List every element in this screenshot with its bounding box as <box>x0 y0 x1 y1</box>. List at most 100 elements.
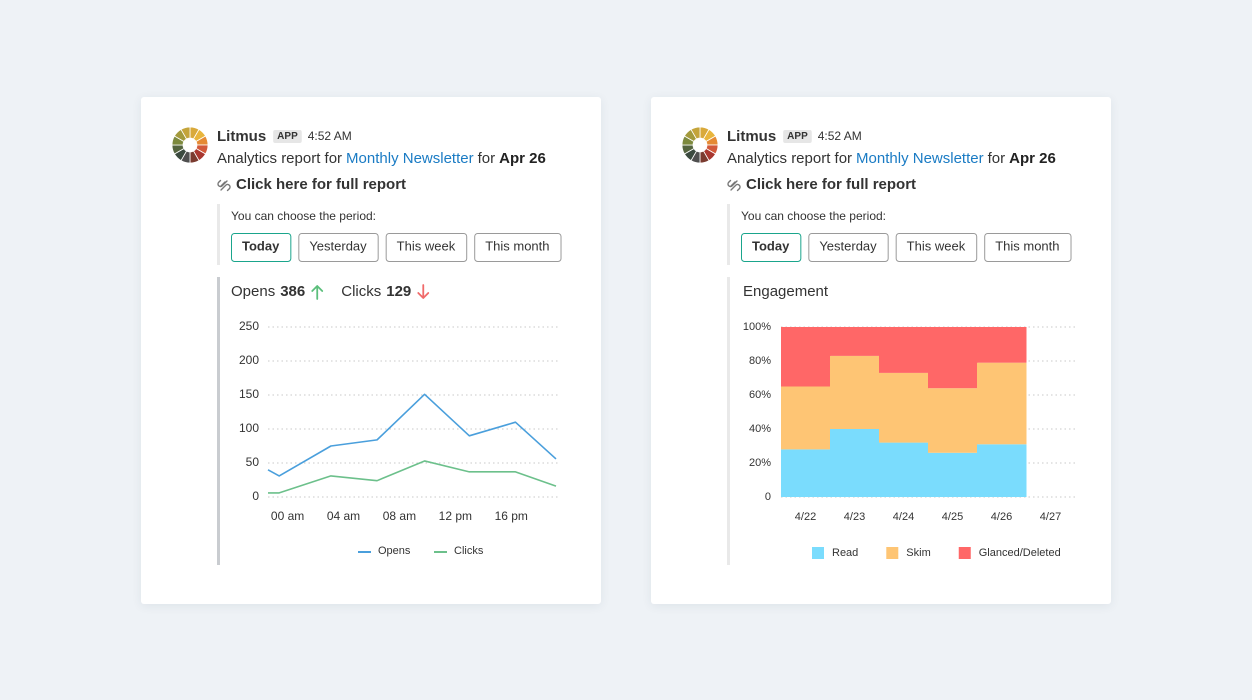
message-part: for <box>478 150 496 167</box>
legend-label: Read <box>832 547 858 559</box>
message-part: Apr 26 <box>499 150 546 167</box>
y-tick-label: 0 <box>252 489 259 503</box>
stacked-segment <box>879 327 929 373</box>
period-button[interactable]: This week <box>895 233 978 262</box>
stacked-segment <box>928 388 978 453</box>
stat-label: Clicks <box>341 283 381 300</box>
app-badge-text: APP <box>277 131 298 142</box>
period-button-box <box>474 233 562 262</box>
x-tick-label: 12 pm <box>439 509 472 523</box>
app-badge <box>273 130 302 143</box>
period-button[interactable]: Yesterday <box>298 233 379 262</box>
y-tick-label: 80% <box>749 355 771 367</box>
series-line <box>267 393 557 477</box>
stacked-segment <box>830 429 880 497</box>
trend-arrow <box>417 284 430 299</box>
period-button[interactable]: Today <box>741 233 802 262</box>
message-card: Litmus APP 4:52 AM Analytics report for Mont… <box>141 97 601 604</box>
card-canvas: Litmus APP 4:52 AM Analytics report for Mont… <box>171 126 562 565</box>
legend-swatch <box>958 547 971 559</box>
app-name: Litmus <box>727 128 776 145</box>
period-button-label: This month <box>485 238 549 253</box>
y-tick-label: 0 <box>765 491 771 503</box>
x-tick-label: 16 pm <box>495 509 528 523</box>
timestamp: 4:52 AM <box>308 129 352 143</box>
quote-bar <box>217 277 220 565</box>
app-badge <box>783 130 812 143</box>
stat-value: 386 <box>280 283 305 300</box>
period-button[interactable]: Yesterday <box>808 233 889 262</box>
period-button[interactable]: This week <box>385 233 468 262</box>
x-tick-label: 4/26 <box>991 511 1012 523</box>
legend-swatch <box>812 547 824 559</box>
stacked-segment <box>781 327 831 387</box>
y-tick-label: 250 <box>239 319 259 333</box>
stacked-segment <box>928 452 978 497</box>
stacked-segment <box>781 386 831 450</box>
y-tick-label: 40% <box>749 423 771 435</box>
stacked-segment <box>830 355 880 429</box>
period-button[interactable]: This month <box>474 233 562 262</box>
period-button-label: This week <box>907 238 966 253</box>
period-button-box <box>298 233 379 262</box>
avatar-segment <box>180 126 191 140</box>
report-link[interactable]: Click here for full report <box>746 176 916 193</box>
y-tick-label: 100 <box>239 421 259 435</box>
timestamp: 4:52 AM <box>818 129 862 143</box>
stacked-segment <box>830 327 880 356</box>
period-button[interactable]: Today <box>231 233 292 262</box>
period-button-label: Yesterday <box>309 238 367 253</box>
trend-arrow <box>311 285 324 300</box>
newsletter-link[interactable]: Monthly Newsletter <box>856 150 984 167</box>
stacked-segment <box>781 449 831 497</box>
stacked-segment <box>977 444 1027 497</box>
stacked-segment <box>879 442 929 497</box>
quote-bar <box>727 204 730 265</box>
x-tick-label: 4/27 <box>1040 511 1061 523</box>
period-button-box <box>741 233 802 262</box>
y-tick-label: 20% <box>749 457 771 469</box>
x-tick-label: 4/24 <box>893 511 914 523</box>
report-link[interactable]: Click here for full report <box>236 176 406 193</box>
period-button-box <box>231 233 292 262</box>
legend-swatch <box>886 547 899 559</box>
stat-value: 129 <box>386 283 411 300</box>
y-tick-label: 150 <box>239 387 259 401</box>
message-line: Analytics report for Monthly Newsletter fo… <box>727 150 1056 167</box>
chart-title: Engagement <box>743 283 829 300</box>
quote-bar <box>727 277 730 565</box>
stacked-segment <box>928 327 978 389</box>
period-button-label: Today <box>752 238 790 253</box>
period-button-label: Yesterday <box>819 238 877 253</box>
message-card: Litmus APP 4:52 AM Analytics report for Mont… <box>651 97 1111 604</box>
link-icon <box>217 179 231 192</box>
period-button[interactable]: This month <box>984 233 1072 262</box>
x-tick-label: 08 am <box>383 509 416 523</box>
message-part: Analytics report for <box>217 150 342 167</box>
period-prompt: You can choose the period: <box>741 209 886 223</box>
period-button-box <box>808 233 889 262</box>
period-button-box <box>984 233 1072 262</box>
stacked-segment <box>879 372 929 443</box>
avatar-segment <box>690 126 701 140</box>
link-icon <box>727 179 741 192</box>
y-tick-label: 60% <box>749 389 771 401</box>
message-part: Analytics report for <box>727 150 852 167</box>
period-button-label: Today <box>242 238 280 253</box>
card-canvas: Litmus APP 4:52 AM Analytics report for Mont… <box>681 126 1075 565</box>
newsletter-link[interactable]: Monthly Newsletter <box>346 150 474 167</box>
y-tick-label: 50 <box>246 455 260 469</box>
x-tick-label: 00 am <box>271 509 304 523</box>
stat-label: Opens <box>231 283 275 300</box>
message-part: Apr 26 <box>1009 150 1056 167</box>
message-line: Analytics report for Monthly Newsletter fo… <box>217 150 546 167</box>
legend-label: Glanced/Deleted <box>979 547 1061 559</box>
x-tick-label: 4/23 <box>844 511 865 523</box>
y-tick-label: 100% <box>743 321 771 333</box>
stacked-segment <box>977 362 1027 445</box>
message-part: for <box>988 150 1006 167</box>
y-tick-label: 200 <box>239 353 259 367</box>
period-button-label: This week <box>397 238 456 253</box>
